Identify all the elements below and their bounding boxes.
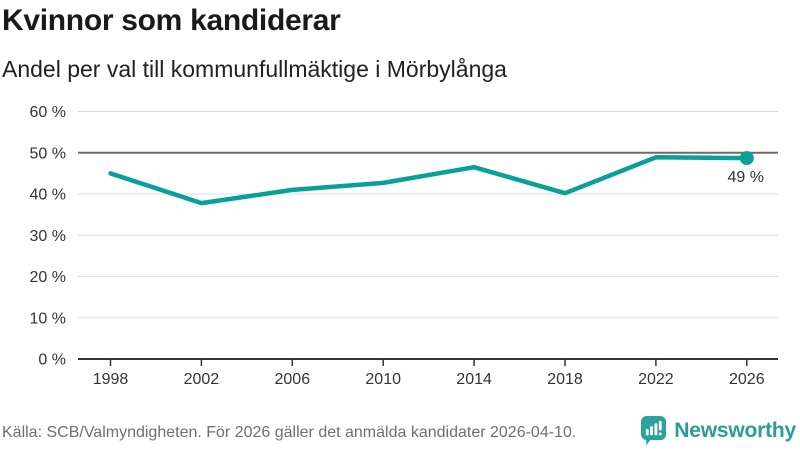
speech-bubble-shape xyxy=(641,416,667,446)
y-tick-label: 60 % xyxy=(30,104,66,121)
x-tick-label: 2002 xyxy=(184,371,220,388)
x-tick-label: 2010 xyxy=(365,371,401,388)
y-tick-label: 20 % xyxy=(30,269,66,286)
end-point-dot xyxy=(739,151,754,166)
page-title: Kvinnor som kandiderar xyxy=(2,4,341,37)
y-tick-label: 10 % xyxy=(30,310,66,327)
x-tick-label: 1998 xyxy=(93,371,129,388)
x-tick-label: 2018 xyxy=(547,371,583,388)
line-chart: 0 % 10 % 20 % 30 % 40 % 50 % 60 % 1998 2002 2006 2… xyxy=(30,104,778,388)
y-tick-label: 50 % xyxy=(30,145,66,162)
newsworthy-logo: Newsworthy xyxy=(640,415,796,446)
brand-name: Newsworthy xyxy=(674,418,796,442)
source-note: Källa: SCB/Valmyndigheten. För 2026 gäll… xyxy=(2,424,577,441)
end-point-label: 49 % xyxy=(728,169,764,186)
y-tick-label: 40 % xyxy=(30,187,66,204)
x-tick-label: 2026 xyxy=(729,371,765,388)
bar-chart-glyph xyxy=(646,420,662,436)
x-tick-label: 2022 xyxy=(638,371,674,388)
y-tick-label: 30 % xyxy=(30,228,66,245)
chart-subtitle: Andel per val till kommunfullmäktige i M… xyxy=(2,56,507,82)
newsworthy-bubble-icon xyxy=(641,416,667,446)
trend-line xyxy=(108,155,750,206)
x-tick-label: 2014 xyxy=(456,371,492,388)
x-tick-label: 2006 xyxy=(275,371,311,388)
y-tick-label: 0 % xyxy=(38,352,66,369)
